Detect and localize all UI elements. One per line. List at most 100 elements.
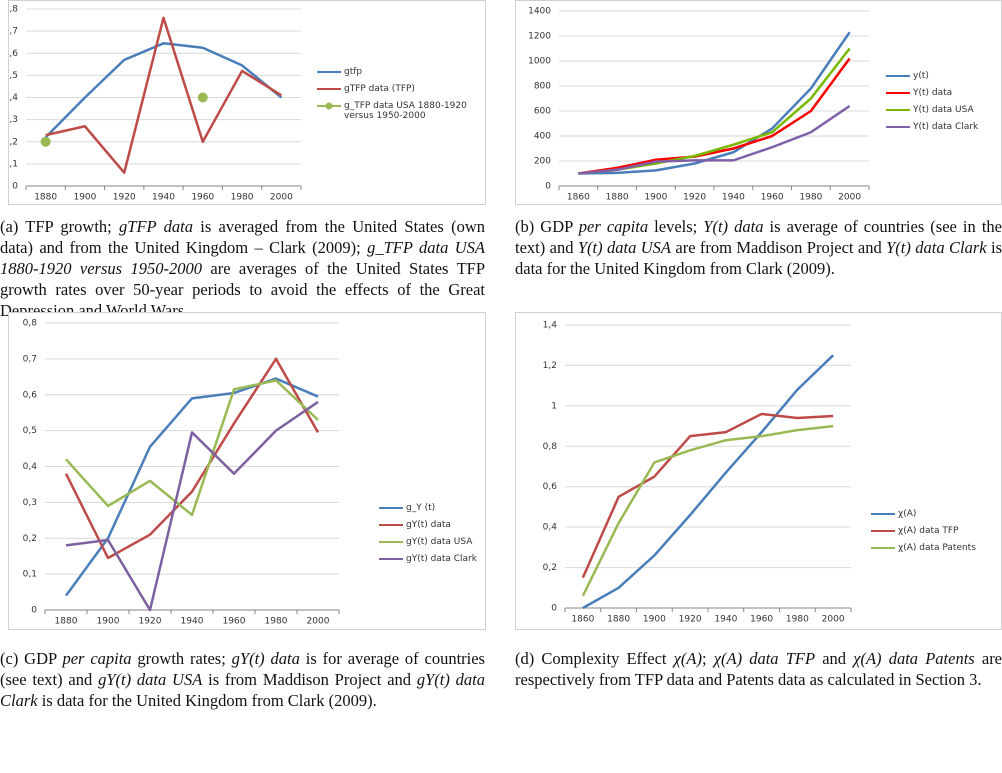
caption-text: (d) Complexity Effect bbox=[515, 649, 674, 668]
y-tick-label: 0,2 bbox=[9, 137, 18, 147]
x-tick-label: 1940 bbox=[714, 615, 737, 625]
legend-swatch bbox=[317, 71, 341, 73]
caption-text: is data for the United Kingdom from Clar… bbox=[515, 238, 1002, 278]
y-tick-label: 0,8 bbox=[23, 319, 38, 329]
x-tick-label: 2000 bbox=[270, 193, 293, 203]
x-tick-label: 1880 bbox=[607, 615, 630, 625]
y-tick-label: 0,1 bbox=[23, 570, 37, 580]
y-tick-label: 0,5 bbox=[9, 71, 18, 81]
x-tick-label: 2000 bbox=[838, 193, 861, 203]
legend-swatch bbox=[886, 75, 910, 77]
series-line bbox=[581, 424, 834, 597]
legend-item: χ(A) bbox=[871, 509, 1001, 519]
x-tick-label: 1960 bbox=[750, 615, 773, 625]
x-tick-label: 1860 bbox=[567, 193, 590, 203]
legend-swatch bbox=[379, 541, 403, 543]
caption-text: gY(t) data USA bbox=[98, 670, 203, 689]
x-tick-label: 1920 bbox=[139, 617, 162, 627]
y-tick-label: 0 bbox=[31, 606, 37, 616]
x-tick-label: 1960 bbox=[223, 617, 246, 627]
y-tick-label: 0,6 bbox=[9, 49, 18, 59]
y-tick-label: 0,6 bbox=[543, 482, 558, 492]
legend-marker bbox=[325, 102, 333, 110]
series-line bbox=[45, 16, 283, 174]
caption-text: gY(t) data bbox=[231, 649, 300, 668]
y-tick-label: 1 bbox=[551, 401, 557, 411]
y-tick-label: 0,2 bbox=[23, 534, 37, 544]
series-line bbox=[64, 357, 320, 560]
y-tick-label: 1400 bbox=[528, 7, 551, 17]
legend-item: gtfp bbox=[317, 67, 477, 77]
caption-text: are averages of the United States TFP gr… bbox=[0, 259, 485, 320]
x-tick-label: 2000 bbox=[307, 617, 330, 627]
plot: 0 0,1 0,2 0,3 0,4 0,5 0,6 0,7 0,8 1880 1900 1920 194… bbox=[9, 5, 302, 203]
legend-swatch bbox=[317, 88, 341, 90]
caption-text: levels; bbox=[648, 217, 704, 236]
x-tick-label: 1980 bbox=[786, 615, 809, 625]
legend-item: Y(t) data USA bbox=[886, 105, 996, 115]
x-tick-label: 1900 bbox=[97, 617, 120, 627]
y-tick-label: 600 bbox=[534, 107, 551, 117]
plot: 0 0,1 0,2 0,3 0,4 0,5 0,6 0,7 0,8 1880 1900 1920 194… bbox=[23, 319, 340, 627]
x-tick-label: 1960 bbox=[191, 193, 214, 203]
y-tick-label: 1000 bbox=[528, 57, 551, 67]
legend-label: χ(A) data Patents bbox=[898, 543, 976, 553]
caption-text: gY(t) data Clark bbox=[0, 670, 485, 710]
y-tick-label: 0,5 bbox=[23, 426, 37, 436]
legend: gtfp gTFP data (TFP) g_TFP data USA 1880-1… bbox=[317, 67, 477, 128]
series-line bbox=[64, 377, 319, 597]
caption: (b) GDP per capita levels; Y(t) data is … bbox=[515, 216, 1002, 279]
x-tick-label: 1980 bbox=[265, 617, 288, 627]
caption-text: gTFP data bbox=[119, 217, 193, 236]
caption-text: (a) TFP growth; bbox=[0, 217, 120, 236]
legend-label: gTFP data (TFP) bbox=[344, 84, 415, 94]
x-tick-label: 1900 bbox=[644, 193, 667, 203]
x-tick-label: 1920 bbox=[679, 615, 702, 625]
legend-label: χ(A) bbox=[898, 509, 917, 519]
legend-swatch bbox=[317, 102, 341, 110]
caption-text: is from Maddison Project and bbox=[202, 670, 417, 689]
series-line bbox=[582, 354, 834, 610]
legend-label: Y(t) data USA bbox=[913, 105, 974, 115]
y-tick-label: 0,6 bbox=[23, 390, 38, 400]
y-tick-label: 1,2 bbox=[543, 361, 557, 371]
x-tick-label: 1940 bbox=[181, 617, 204, 627]
caption-text: is averaged from the United States (own … bbox=[0, 217, 485, 257]
legend-label: g_Y (t) bbox=[406, 503, 436, 513]
y-tick-label: 0,8 bbox=[9, 5, 18, 15]
y-tick-label: 0 bbox=[551, 604, 557, 614]
y-tick-label: 0,4 bbox=[23, 462, 38, 472]
plot: 0 0,2 0,4 0,6 0,8 1 1,2 1,4 1860 1880 1900 1920 1940… bbox=[543, 321, 852, 625]
y-tick-label: 0,3 bbox=[23, 498, 37, 508]
x-tick-label: 1880 bbox=[34, 193, 57, 203]
chart: 0 0,1 0,2 0,3 0,4 0,5 0,6 0,7 0,8 1880 1900 1920 194… bbox=[8, 0, 486, 205]
x-tick-label: 1980 bbox=[231, 193, 254, 203]
y-tick-label: 0 bbox=[12, 182, 18, 192]
legend-item: gY(t) data Clark bbox=[379, 554, 489, 564]
legend-swatch bbox=[886, 92, 910, 94]
caption-text: χ(A) bbox=[673, 649, 702, 668]
legend-item: χ(A) data TFP bbox=[871, 526, 1001, 536]
x-tick-label: 1900 bbox=[73, 193, 96, 203]
series-line bbox=[578, 31, 851, 175]
y-tick-label: 1200 bbox=[528, 32, 551, 42]
series-line bbox=[578, 57, 851, 175]
legend-item: χ(A) data Patents bbox=[871, 543, 1001, 553]
legend-swatch bbox=[886, 109, 910, 111]
caption: (d) Complexity Effect χ(A); χ(A) data TF… bbox=[515, 648, 1002, 690]
caption-text: and bbox=[815, 649, 854, 668]
series-line bbox=[65, 379, 319, 517]
series-point bbox=[40, 136, 51, 147]
legend-swatch bbox=[871, 513, 895, 515]
legend-item: Y(t) data Clark bbox=[886, 122, 996, 132]
y-tick-label: 1,4 bbox=[543, 321, 558, 331]
y-tick-label: 0 bbox=[545, 182, 551, 192]
legend-label: gY(t) data bbox=[406, 520, 451, 530]
x-tick-label: 1980 bbox=[799, 193, 822, 203]
caption-text: Y(t) data USA bbox=[577, 238, 671, 257]
legend-label: Y(t) data Clark bbox=[913, 122, 979, 132]
legend-swatch bbox=[379, 558, 403, 560]
caption-text: (c) GDP bbox=[0, 649, 63, 668]
caption-text: χ(A) data TFP bbox=[713, 649, 816, 668]
legend-item: gY(t) data USA bbox=[379, 537, 489, 547]
